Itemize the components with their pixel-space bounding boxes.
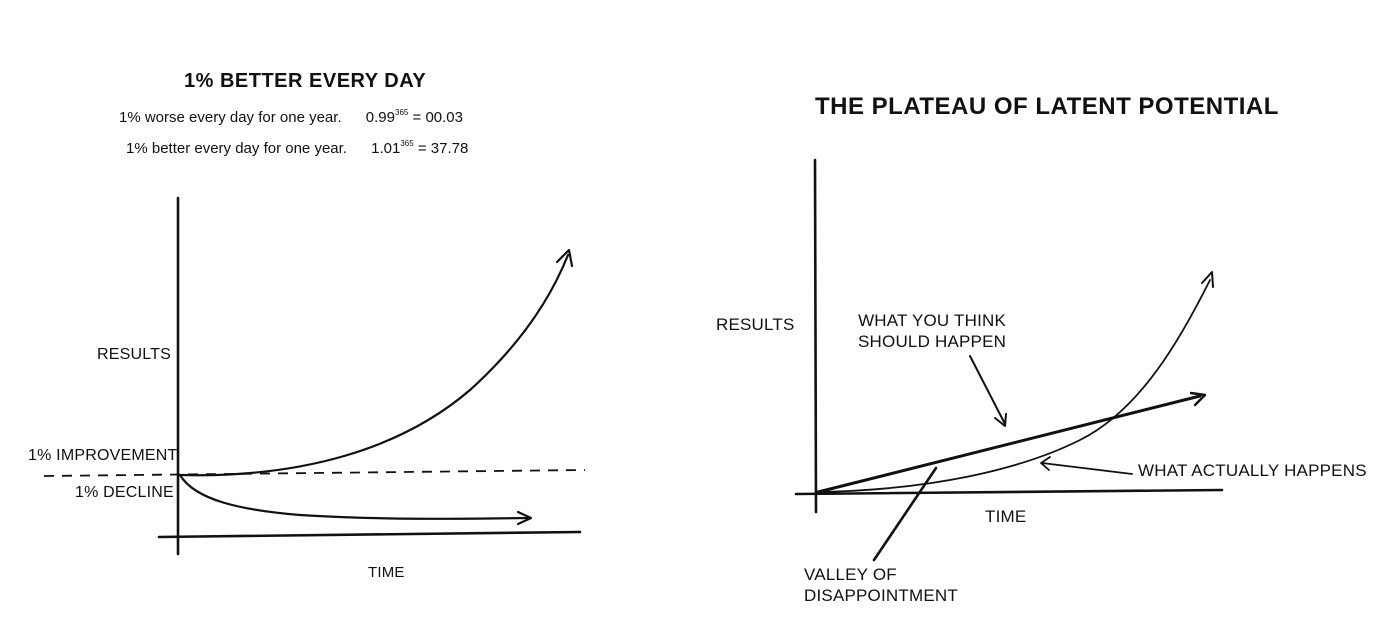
worse-formula-row: 1% worse every day for one year. 0.99365… (119, 108, 463, 126)
right-x-label: TIME (985, 507, 1027, 526)
left-chart-svg (43, 196, 586, 556)
better-formula-row: 1% better every day for one year. 1.0136… (126, 139, 468, 157)
think-label-line-2: SHOULD HAPPEN (858, 332, 1007, 351)
left-title: 1% BETTER EVERY DAY (184, 70, 427, 92)
improvement-curve (178, 253, 570, 477)
right-title: THE PLATEAU OF LATENT POTENTIAL (815, 93, 1279, 120)
improvement-arrowhead (555, 248, 574, 268)
decline-arrowhead (516, 510, 533, 526)
expected-arrowhead (1189, 391, 1207, 407)
valley-label-line-1: VALLEY OF (804, 565, 897, 584)
decline-curve (178, 473, 530, 520)
valley-label: VALLEY OF DISAPPOINTMENT (804, 564, 958, 606)
actual-pointer (1041, 462, 1133, 475)
better-every-day-panel: 1% BETTER EVERY DAY 1% worse every day f… (28, 70, 586, 581)
better-formula-equation: 1.01365 = 37.78 (371, 139, 469, 157)
better-formula-text: 1% better every day for one year. (126, 140, 347, 157)
right-y-label: RESULTS (716, 315, 795, 334)
actual-label: WHAT ACTUALLY HAPPENS (1138, 461, 1367, 480)
right-x-axis (794, 488, 1224, 496)
left-x-label: TIME (368, 564, 405, 581)
right-chart-svg (794, 158, 1224, 562)
expected-line (816, 394, 1202, 494)
valley-pointer (872, 466, 938, 562)
worse-formula-text: 1% worse every day for one year. (119, 109, 342, 126)
left-y-label: RESULTS (97, 346, 172, 363)
think-pointer (969, 355, 1006, 425)
right-y-axis (813, 158, 818, 514)
plateau-panel: THE PLATEAU OF LATENT POTENTIAL RESULTS … (700, 0, 1400, 628)
think-label-line-1: WHAT YOU THINK (858, 311, 1007, 330)
left-x-axis (157, 530, 582, 539)
left-improvement-label: 1% IMPROVEMENT (28, 447, 178, 464)
left-decline-label: 1% DECLINE (75, 484, 174, 501)
think-label: WHAT YOU THINK SHOULD HAPPEN (858, 310, 1006, 352)
actual-curve (817, 279, 1211, 493)
think-pointer-head (994, 413, 1007, 427)
valley-label-line-2: DISAPPOINTMENT (804, 586, 958, 605)
left-baseline-dashed (43, 469, 586, 477)
actual-arrowhead (1201, 271, 1214, 288)
worse-formula-equation: 0.99365 = 00.03 (365, 108, 463, 126)
actual-pointer-head (1040, 456, 1051, 471)
